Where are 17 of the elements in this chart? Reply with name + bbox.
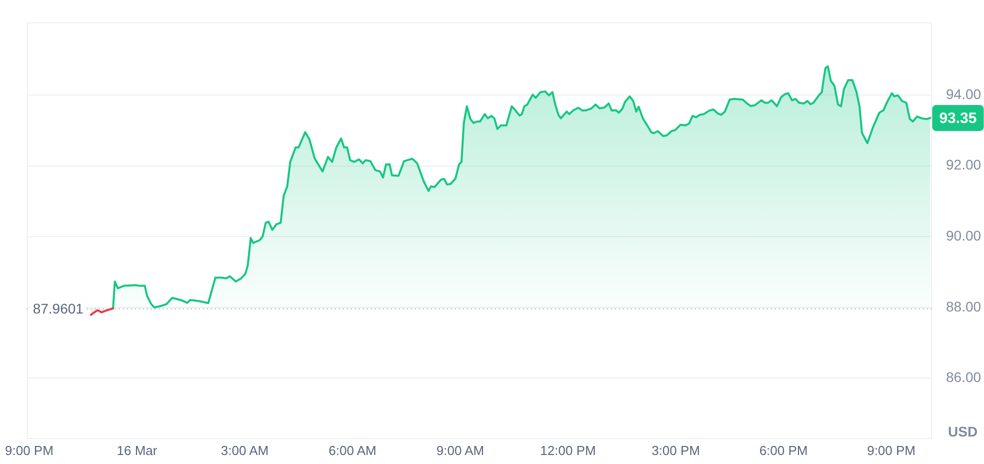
y-tick-label: 88.00 [946,298,982,314]
y-tick-label: 86.00 [946,369,982,386]
y-tick-label: 90.00 [946,227,982,244]
x-tick-label: 9:00 AM [436,442,484,458]
y-axis-title: USD [948,423,978,440]
x-tick-label: 12:00 PM [540,442,596,458]
x-tick-label: 3:00 AM [220,442,269,458]
ref-line-label: 87.9601 [32,300,84,317]
x-tick-label: 9:00 PM [867,442,916,458]
y-tick-label: 94.00 [946,86,982,102]
y-tick-label: 92.00 [946,156,982,173]
x-tick-label: 16 Mar [116,442,158,458]
x-tick-label: 6:00 PM [759,442,808,458]
x-tick-label: 9:00 PM [5,442,54,458]
annotation: 93.35 [939,110,977,128]
x-tick-label: 6:00 AM [328,442,376,458]
x-tick-label: 3:00 PM [652,442,700,458]
